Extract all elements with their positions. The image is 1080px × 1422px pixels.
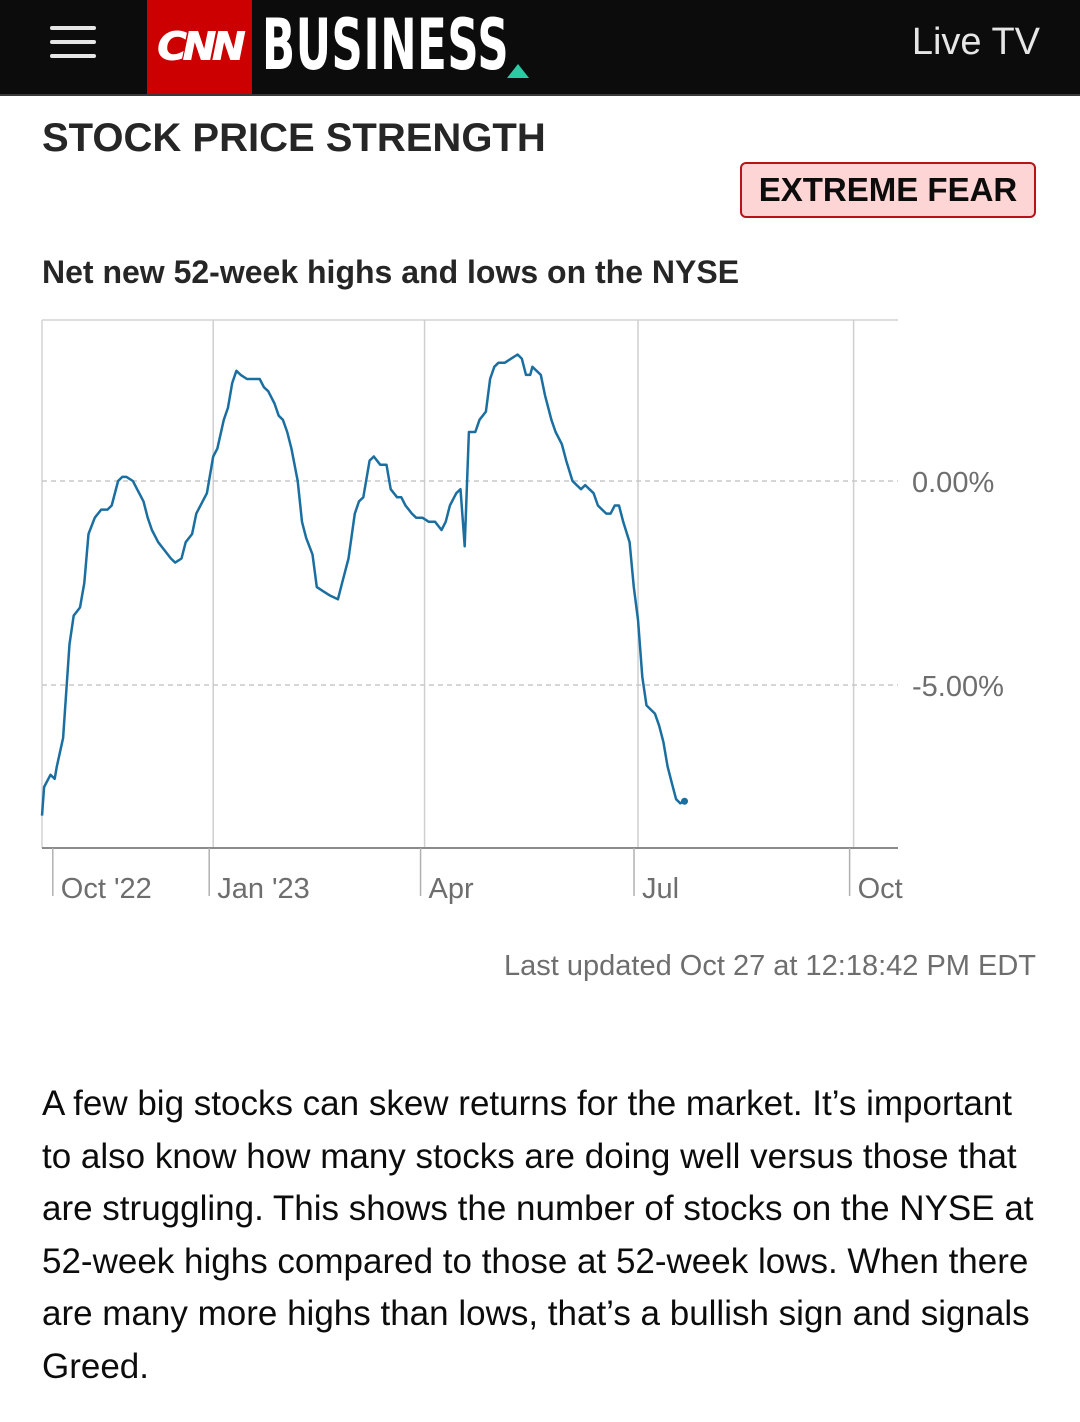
cnn-logo[interactable]: CNN bbox=[147, 0, 252, 94]
cnn-logo-text: CNN bbox=[157, 25, 246, 70]
last-updated-text: Last updated Oct 27 at 12:18:42 PM EDT bbox=[504, 950, 1036, 982]
indicator-description: A few big stocks can skew returns for th… bbox=[42, 1084, 1034, 1386]
line-chart: 0.00% -5.00% Oct '22 Jan '23 Apr Jul Oct bbox=[0, 300, 1080, 920]
y-tick-label: 0.00% bbox=[912, 467, 994, 499]
hamburger-menu-icon[interactable] bbox=[50, 22, 96, 62]
series-line bbox=[40, 353, 686, 816]
indicator-title: STOCK PRICE STRENGTH bbox=[42, 116, 546, 160]
series-end-point bbox=[681, 797, 689, 805]
section-logo-business[interactable]: BUSINESS bbox=[262, 4, 510, 86]
chart-title: Net new 52-week highs and lows on the NY… bbox=[42, 254, 740, 290]
x-tick-label: Jul bbox=[642, 873, 679, 905]
chart-svg: 0.00% -5.00% Oct '22 Jan '23 Apr Jul Oct bbox=[40, 319, 1004, 905]
y-tick-label: -5.00% bbox=[912, 671, 1004, 703]
x-tick-label: Oct '22 bbox=[61, 873, 152, 905]
top-nav-bar: CNN BUSINESS Live TV bbox=[0, 0, 1080, 96]
x-tick-label: Oct bbox=[858, 873, 903, 905]
x-tick-label: Apr bbox=[429, 873, 474, 905]
section-accent-triangle-icon bbox=[507, 64, 529, 78]
x-tick-label: Jan '23 bbox=[217, 873, 310, 905]
live-tv-link[interactable]: Live TV bbox=[911, 21, 1040, 63]
rating-badge: EXTREME FEAR bbox=[740, 162, 1036, 218]
